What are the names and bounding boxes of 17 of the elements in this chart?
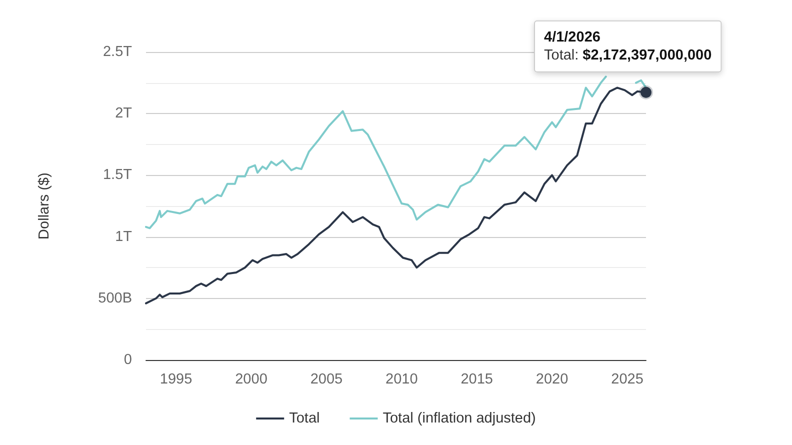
y-tick-label: 2T xyxy=(115,106,132,122)
x-tick-label: 2020 xyxy=(536,372,568,388)
y-tick-label: 1T xyxy=(115,228,132,245)
x-tick-label: 2025 xyxy=(611,372,644,388)
annotation: 4/1/2026 Total: $2,172,397,000,000 xyxy=(544,29,712,64)
x-tick-label: 2005 xyxy=(310,372,343,388)
x-tick-label: 1995 xyxy=(160,372,192,388)
x-tick-label: 2000 xyxy=(235,372,268,388)
y-tick-label: 2.5T xyxy=(102,44,132,60)
legend-label: Total xyxy=(289,410,320,426)
y-tick-label: 500B xyxy=(98,290,132,306)
legend-label: Total (inflation adjusted) xyxy=(382,410,536,426)
y-axis-title: Dollars ($) xyxy=(36,172,52,240)
x-tick-label: 2015 xyxy=(460,372,493,388)
y-tick-label: 0 xyxy=(124,352,132,368)
y-tick-label: 1.5T xyxy=(102,167,132,184)
x-tick-label: 2010 xyxy=(386,372,418,388)
